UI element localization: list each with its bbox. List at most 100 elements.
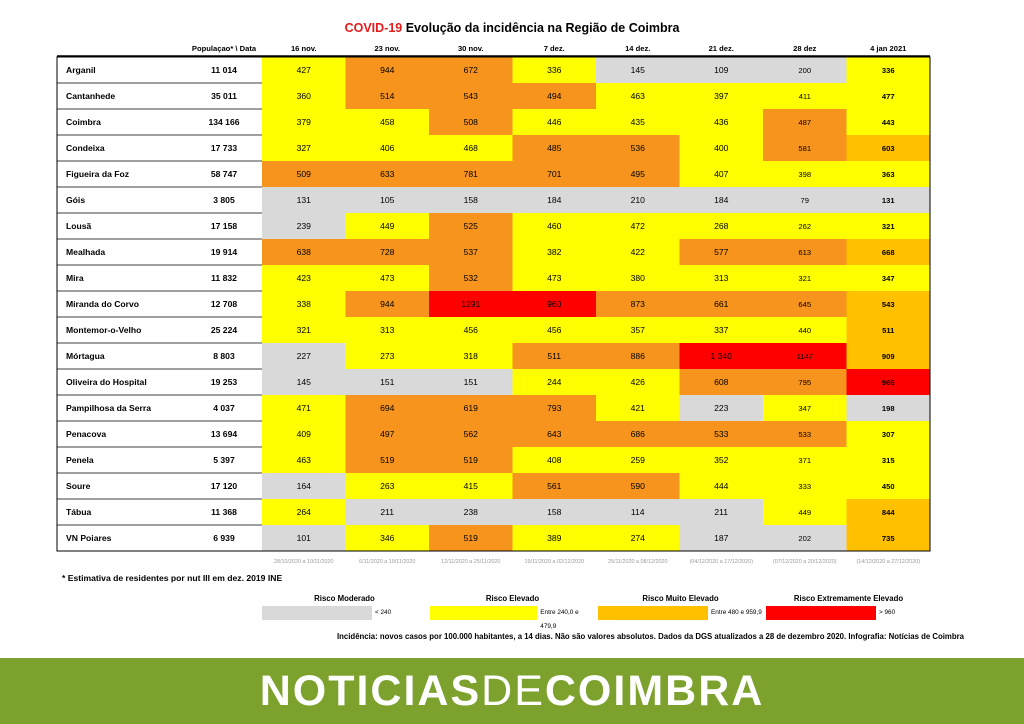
population-value: 5 397 [213,455,235,465]
heatmap-cell [596,213,680,239]
heatmap-cell [679,265,763,291]
cell-value: 184 [714,195,729,205]
heatmap-cell [763,161,847,187]
cell-value: 264 [297,507,312,517]
cell-value: 511 [882,326,895,335]
cell-value: 164 [297,481,312,491]
heatmap-cell [679,317,763,343]
cell-value: 844 [882,508,895,517]
cell-value: 423 [297,273,312,283]
row-label: Coimbra [66,117,101,127]
heatmap-cell [429,369,513,395]
legend-item-muito-elevado: Risco Muito Elevado Entre 480 e 959,9 [598,594,763,620]
population-value: 12 708 [211,299,238,309]
heatmap-cell [345,83,429,109]
population-header: Populaçao* \ Data [192,44,257,53]
cell-value: 158 [547,507,562,517]
heatmap-cell [512,239,596,265]
heatmap-cell [596,239,680,265]
cell-value: 336 [547,65,562,75]
heatmap-cell [846,83,930,109]
heatmap-cell [596,343,680,369]
cell-value: 407 [714,169,729,179]
heatmap-cell [846,187,930,213]
population-value: 8 803 [213,351,235,361]
heatmap-cell [596,187,680,213]
heatmap-cell [512,343,596,369]
heatmap-cell [846,395,930,421]
heatmap-cell [679,525,763,551]
heatmap-cell [512,135,596,161]
cell-value: 211 [380,507,394,517]
heatmap-cell [846,369,930,395]
legend-swatch [766,606,876,620]
cell-value: 357 [631,325,646,335]
heatmap-cell [512,161,596,187]
cell-value: 449 [798,508,811,517]
cell-value: 643 [547,429,562,439]
row-label: Pampilhosa da Serra [66,403,151,413]
heatmap-cell [429,343,513,369]
cell-value: 259 [631,455,646,465]
column-header: 30 nov. [458,44,484,53]
heatmap-cell [846,135,930,161]
cell-value: 1 340 [710,351,732,361]
cell-value: 444 [714,481,729,491]
row-label: Mealhada [66,247,105,257]
period-label: 19/11/2020 a 02/12/2020 [524,559,584,565]
cell-value: 211 [714,507,728,517]
cell-value: 686 [631,429,646,439]
cell-value: 389 [547,533,562,543]
cell-value: 449 [380,221,395,231]
cell-value: 525 [464,221,479,231]
heatmap-cell [679,213,763,239]
cell-value: 101 [297,533,312,543]
cell-value: 238 [464,507,479,517]
heatmap-cell [345,447,429,473]
heatmap-cell [512,213,596,239]
brand-logo: NOTICIAS DE COIMBRA [0,658,1024,724]
heatmap-cell [262,213,346,239]
cell-value: 473 [380,273,395,283]
heatmap-cell [512,291,596,317]
cell-value: 577 [714,247,729,257]
population-value: 6 939 [213,533,235,543]
period-label: 25/11/2020 a 08/12/2020 [608,559,668,565]
heatmap-cell [846,343,930,369]
brand-part-1: NOTICIAS [259,666,482,715]
cell-value: 151 [380,377,395,387]
heatmap-cell [596,135,680,161]
heatmap-cell [345,239,429,265]
cell-value: 336 [882,66,895,75]
chart-title-rest: Evolução da incidência na Região de Coim… [402,21,680,35]
population-value: 134 166 [208,117,239,127]
heatmap-cell [262,499,346,525]
cell-value: 360 [297,91,312,101]
heatmap-cell [429,57,513,83]
row-label: Cantanhede [66,91,115,101]
heatmap-cell [429,421,513,447]
cell-value: 543 [882,300,895,309]
cell-value: 638 [297,247,312,257]
heatmap-cell [262,343,346,369]
cell-value: 337 [714,325,729,335]
heatmap-cell [763,239,847,265]
cell-value: 408 [547,455,562,465]
heatmap-cell [429,499,513,525]
heatmap-cell [345,57,429,83]
heatmap-cell [262,395,346,421]
cell-value: 793 [547,403,562,413]
population-value: 11 368 [211,507,237,517]
cell-value: 608 [714,377,729,387]
cell-value: 409 [297,429,312,439]
heatmap-cell [679,187,763,213]
cell-value: 187 [714,533,729,543]
legend-item-extremamente-elevado: Risco Extremamente Elevado > 960 [766,594,931,620]
cell-value: 562 [464,429,479,439]
heatmap-cell [512,447,596,473]
heatmap-cell [262,57,346,83]
heatmap-cell [846,161,930,187]
cell-value: 400 [714,143,729,153]
heatmap-cell [763,187,847,213]
heatmap-cell [512,473,596,499]
